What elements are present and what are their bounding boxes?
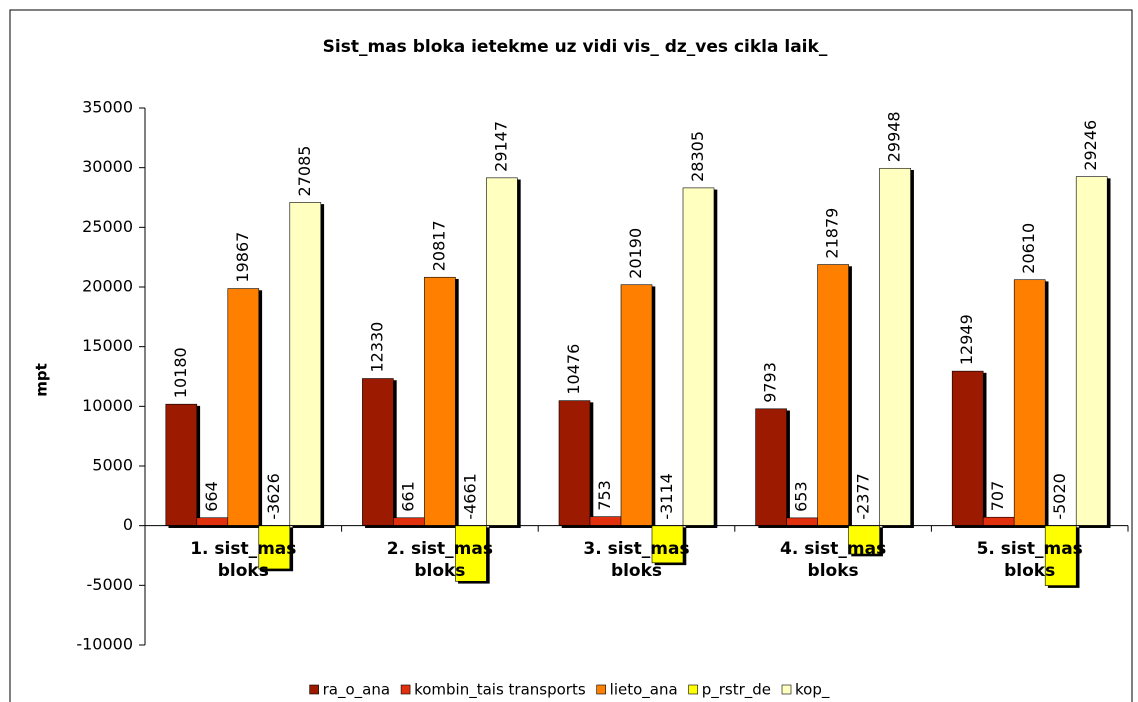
data-label: 12330 <box>367 322 386 373</box>
legend-swatch <box>309 684 319 695</box>
data-label: 29246 <box>1081 120 1100 171</box>
data-label: 19867 <box>233 232 252 283</box>
x-tick-label: 2. sist_mas bloks <box>386 538 493 581</box>
legend-swatch <box>400 684 411 695</box>
bar <box>682 187 715 526</box>
bar <box>589 516 622 526</box>
legend-label: ra_o_ana <box>323 681 390 700</box>
legend-label: kop_ <box>795 681 830 700</box>
x-tick-label: 5. sist_mas bloks <box>976 538 1083 581</box>
chart-title: Sist_mas bloka ietekme uz vidi vis_ dz_v… <box>323 37 828 57</box>
legend-swatch <box>596 684 606 695</box>
bar <box>1013 279 1046 526</box>
bar <box>879 167 911 526</box>
chart-frame <box>9 9 1133 702</box>
data-label: 9793 <box>761 362 780 403</box>
y-axis-label: mpt <box>33 363 51 397</box>
y-tick-label: 35000 <box>82 98 133 117</box>
data-label: -3626 <box>264 473 283 520</box>
data-label: 664 <box>202 481 221 512</box>
bar <box>1075 176 1108 526</box>
bar <box>786 517 818 526</box>
data-label: 661 <box>398 481 417 512</box>
data-label: -3114 <box>657 473 676 520</box>
data-label: 10180 <box>171 347 190 398</box>
data-label: -4661 <box>460 473 479 520</box>
bar <box>165 403 198 526</box>
data-label: 10476 <box>564 344 583 395</box>
data-label: -2377 <box>854 473 873 520</box>
y-tick-label: 15000 <box>82 336 133 355</box>
data-label: 20190 <box>626 228 645 279</box>
y-tick-label: 30000 <box>82 157 133 176</box>
data-label: 707 <box>988 481 1007 512</box>
y-tick-label: 5000 <box>92 456 133 475</box>
legend-label: kombin_tais transports <box>414 681 586 700</box>
data-label: 27085 <box>295 146 314 197</box>
bar <box>227 288 260 526</box>
bar <box>951 370 984 526</box>
data-label: 753 <box>595 480 614 511</box>
bar <box>1044 525 1077 586</box>
bar <box>817 264 849 526</box>
x-tick-label: 4. sist_mas bloks <box>779 538 887 581</box>
data-label: 28305 <box>688 131 707 182</box>
y-tick-label: -5000 <box>87 575 134 594</box>
data-label: 21879 <box>823 208 842 259</box>
data-label: 12949 <box>957 314 976 365</box>
bar <box>620 284 653 526</box>
y-tick-label: 10000 <box>82 396 133 415</box>
bar <box>982 516 1015 526</box>
y-tick-label: 20000 <box>82 277 133 296</box>
legend-label: p_rstr_de <box>702 681 771 700</box>
legend-swatch <box>781 684 792 695</box>
bar <box>196 517 229 526</box>
bar <box>755 408 787 526</box>
y-tick-label: 0 <box>123 515 133 534</box>
bar <box>486 177 518 526</box>
bar <box>362 378 394 526</box>
y-tick-label: -10000 <box>76 635 133 654</box>
legend-label: lieto_ana <box>610 681 678 700</box>
data-label: 653 <box>792 481 811 512</box>
data-label: 29948 <box>885 111 904 162</box>
x-tick-label: 1. sist_mas bloks <box>190 538 297 581</box>
x-tick-label: 3. sist_mas bloks <box>583 538 690 581</box>
bar <box>558 400 591 526</box>
bar <box>393 517 425 526</box>
y-tick-label: 25000 <box>82 217 133 236</box>
data-label: 20610 <box>1019 223 1038 274</box>
data-label: 20817 <box>429 220 448 271</box>
data-label: -5020 <box>1050 473 1069 520</box>
bar <box>424 276 456 526</box>
data-label: 29147 <box>491 121 510 172</box>
bar <box>258 525 291 570</box>
legend-swatch <box>688 684 698 695</box>
bar <box>289 202 322 526</box>
